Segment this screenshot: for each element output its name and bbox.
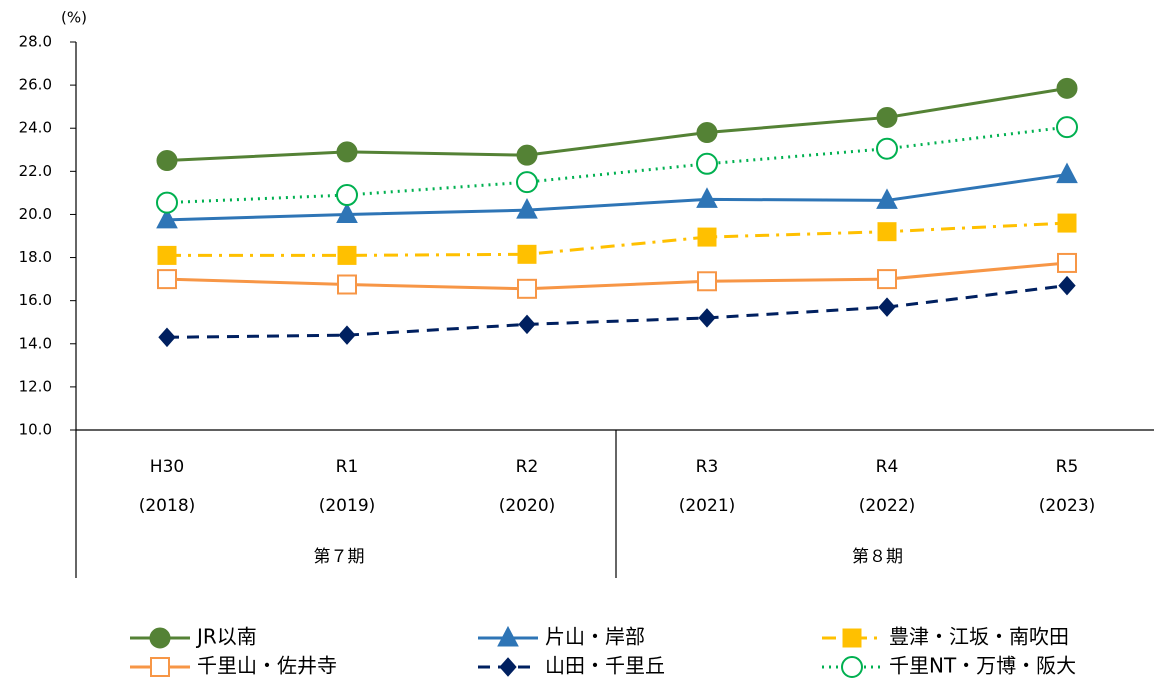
- y-tick-label: 24.0: [19, 119, 52, 137]
- data-point: [877, 269, 897, 290]
- x-group-label: 第８期: [852, 547, 903, 567]
- series-line: [166, 284, 1068, 339]
- series-line: [166, 173, 1068, 222]
- data-point: [516, 144, 538, 166]
- data-point: [1056, 77, 1078, 99]
- y-tick-label: 26.0: [19, 76, 52, 94]
- data-point: [696, 122, 718, 144]
- x-tick-label: R2: [516, 457, 539, 477]
- x-tick-sublabel: (2021): [679, 496, 736, 516]
- data-point: [156, 150, 178, 172]
- y-tick-label: 28.0: [19, 33, 52, 51]
- y-tick-label: 22.0: [19, 162, 52, 180]
- y-tick-label: 16.0: [19, 291, 52, 309]
- data-point: [1056, 116, 1078, 139]
- data-point: [1057, 252, 1077, 273]
- series-line: [167, 221, 1068, 257]
- legend-marker: [150, 657, 170, 677]
- legend-marker: [499, 657, 517, 677]
- series-line: [166, 125, 1068, 205]
- x-tick-label: R5: [1056, 457, 1079, 477]
- data-point: [696, 187, 718, 208]
- x-group-label: 第７期: [314, 547, 365, 567]
- series-line: [166, 86, 1068, 163]
- data-point: [158, 327, 176, 348]
- data-point: [876, 188, 898, 209]
- data-point: [697, 271, 717, 292]
- x-tick-label: R4: [876, 457, 899, 477]
- y-tick-label: 14.0: [19, 334, 52, 352]
- data-point: [1057, 213, 1077, 233]
- data-point: [336, 141, 358, 163]
- y-tick-label: 10.0: [19, 421, 52, 439]
- data-point: [336, 184, 358, 207]
- data-point: [336, 202, 358, 223]
- legend-marker: [149, 627, 171, 649]
- legend-label: 片山・岸部: [545, 625, 645, 649]
- legend-label: 豊津・江坂・南吹田: [889, 625, 1069, 649]
- data-point: [877, 222, 897, 242]
- series-line: [166, 261, 1068, 291]
- y-tick-label: 12.0: [19, 377, 52, 395]
- data-point: [516, 171, 538, 194]
- legend-label: 千里NT・万博・阪大: [889, 654, 1076, 678]
- x-tick-sublabel: (2022): [859, 496, 916, 516]
- data-point: [876, 106, 898, 128]
- data-point: [878, 297, 896, 317]
- legend-marker: [841, 656, 863, 678]
- x-tick-label: H30: [150, 457, 184, 477]
- legend-label: JR以南: [195, 625, 257, 649]
- data-point: [157, 269, 177, 290]
- legend-label: 千里山・佐井寺: [197, 654, 337, 678]
- x-tick-sublabel: (2020): [499, 496, 556, 516]
- data-point: [337, 245, 357, 265]
- x-tick-sublabel: (2019): [319, 496, 376, 516]
- data-point: [697, 227, 717, 247]
- data-point: [157, 245, 177, 265]
- data-point: [518, 314, 536, 335]
- x-tick-label: R3: [696, 457, 719, 477]
- legend-marker: [497, 625, 519, 647]
- data-point: [156, 207, 178, 229]
- data-point: [698, 308, 716, 328]
- x-tick-label: R1: [336, 457, 359, 477]
- data-point: [516, 198, 538, 219]
- legend-label: 山田・千里丘: [545, 654, 665, 678]
- y-unit-label: (%): [61, 9, 87, 27]
- data-point: [696, 152, 718, 175]
- y-tick-label: 20.0: [19, 205, 52, 223]
- data-point: [1056, 162, 1078, 184]
- data-point: [517, 244, 537, 264]
- x-tick-sublabel: (2018): [139, 496, 196, 516]
- x-tick-sublabel: (2023): [1039, 496, 1096, 516]
- data-point: [1058, 275, 1076, 296]
- legend-marker: [842, 628, 862, 648]
- data-point: [337, 274, 357, 295]
- data-point: [156, 191, 178, 214]
- data-point: [338, 325, 356, 345]
- y-tick-label: 18.0: [19, 248, 52, 266]
- data-point: [876, 137, 898, 160]
- data-point: [517, 278, 537, 299]
